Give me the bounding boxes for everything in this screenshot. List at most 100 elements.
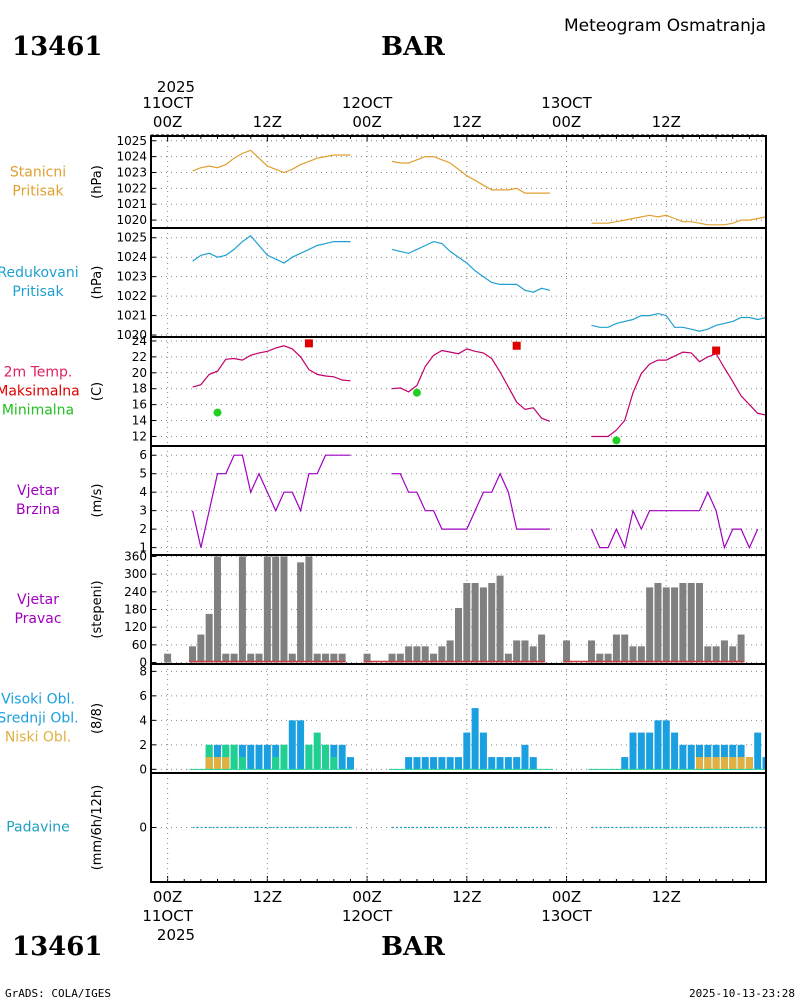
cloud-bar <box>455 757 462 770</box>
wind-direction-bar <box>405 646 413 663</box>
y-axis-label: (hPa) <box>90 266 105 300</box>
y-tick-label: 20 <box>132 366 147 380</box>
panel-wind-direction: 0 60 120 180 240 300 360 (stepeni) Vjetar Pravac <box>14 549 767 670</box>
cloud-bar <box>646 732 654 770</box>
y-axis-label: (C) <box>90 382 105 401</box>
wind-direction-bar <box>596 653 604 663</box>
y-tick-label: 2 <box>139 522 147 536</box>
wind-direction-bar <box>504 653 512 663</box>
y-tick-label: 1024 <box>116 250 147 264</box>
wind-direction-bar <box>238 556 246 663</box>
y-tick-label: 4 <box>139 713 147 727</box>
series-line <box>192 149 351 174</box>
tmin-marker <box>612 436 621 445</box>
y-tick-label: 1 <box>139 541 147 555</box>
y-tick-label: 1024 <box>116 150 147 164</box>
panel-plot-area <box>192 454 759 550</box>
wind-direction-bar <box>247 653 255 663</box>
cloud-bar <box>745 757 753 770</box>
cloud-bar <box>696 757 704 770</box>
wind-direction-bar <box>388 653 396 663</box>
panel-plot-area <box>192 339 766 445</box>
y-tick-label: 1023 <box>116 270 147 284</box>
panel-frame <box>150 772 767 883</box>
wind-direction-bar <box>222 653 230 663</box>
cloud-bar <box>754 732 762 770</box>
cloud-bar <box>687 744 695 770</box>
cloud-bar <box>504 757 512 770</box>
y-tick-label: 14 <box>132 414 147 428</box>
y-tick-label: 60 <box>132 638 147 652</box>
wind-direction-bar <box>455 608 462 663</box>
y-tick-label: 300 <box>124 567 147 581</box>
wind-direction-bar <box>513 640 521 663</box>
cloud-bar <box>313 732 321 770</box>
panel-frame <box>150 445 767 556</box>
panels: 102010211022102310241025(hPa)StanicniPri… <box>0 134 767 883</box>
y-tick-label: 1021 <box>116 309 147 323</box>
series-line <box>591 214 766 226</box>
wind-direction-bar <box>604 653 612 663</box>
y-tick-label: 240 <box>124 585 147 599</box>
wind-direction-bar <box>563 640 571 663</box>
series-line <box>192 454 351 548</box>
y-tick-label: 1023 <box>116 165 147 179</box>
cloud-bar <box>263 744 271 770</box>
wind-direction-bar <box>255 653 263 663</box>
y-tick-label: 1025 <box>116 231 147 245</box>
y-tick-label: 0 <box>139 821 147 835</box>
series-line <box>391 240 551 293</box>
y-tick-label: 1020 <box>116 328 147 342</box>
hour-label-top: 12Z <box>452 113 481 131</box>
cloud-bar <box>671 732 679 770</box>
y-tick-label: 5 <box>139 467 147 481</box>
wind-direction-bar <box>538 634 546 663</box>
wind-direction-bar <box>421 646 429 663</box>
wind-direction-bar <box>646 587 654 663</box>
y-tick-label: 1020 <box>116 213 147 227</box>
y-tick-label: 2 <box>139 738 147 752</box>
wind-direction-bar <box>729 646 737 663</box>
wind-direction-bar <box>297 562 305 663</box>
wind-direction-bar <box>280 556 288 663</box>
wind-direction-bar <box>479 587 487 663</box>
wind-direction-bar <box>621 634 629 663</box>
wind-direction-bar <box>496 575 504 663</box>
wind-direction-bar <box>463 582 471 663</box>
wind-direction-bar <box>313 653 321 663</box>
tmax-marker <box>304 339 313 348</box>
panel-label: Niski Obl. <box>5 730 71 746</box>
cloud-bar <box>230 744 238 770</box>
wind-direction-bar <box>488 582 496 663</box>
y-tick-label: 3 <box>139 504 147 518</box>
cloud-bar <box>430 757 438 770</box>
panel-label: Stanicni <box>10 165 66 181</box>
cloud-bar <box>346 757 354 770</box>
wind-direction-bar <box>687 582 695 663</box>
cloud-bar <box>729 757 737 770</box>
wind-direction-bar <box>446 640 454 663</box>
cloud-bar <box>637 732 645 770</box>
wind-direction-bar <box>720 640 728 663</box>
cloud-bar <box>405 757 413 770</box>
y-tick-label: 6 <box>139 689 147 703</box>
hour-label-bottom: 12Z <box>452 888 481 906</box>
wind-direction-bar <box>637 646 645 663</box>
wind-direction-bar <box>189 646 197 663</box>
cloud-bar <box>288 720 296 770</box>
day-label-bottom: 13OCT <box>541 907 592 925</box>
cloud-bar <box>438 757 446 770</box>
day-label-top: 12OCT <box>342 94 393 112</box>
year-bottom: 2025 <box>157 926 195 944</box>
wind-direction-bar <box>396 653 404 663</box>
wind-direction-bar <box>263 556 271 663</box>
y-tick-label: 180 <box>124 603 147 617</box>
day-label-top: 11OCT <box>142 94 193 112</box>
series-line <box>392 472 550 530</box>
hour-label-top: 12Z <box>253 113 282 131</box>
wind-direction-bar <box>612 634 620 663</box>
cloud-bar <box>446 757 454 770</box>
wind-direction-bar <box>305 556 313 663</box>
y-tick-label: 1022 <box>116 181 147 195</box>
cloud-bar <box>238 757 246 770</box>
